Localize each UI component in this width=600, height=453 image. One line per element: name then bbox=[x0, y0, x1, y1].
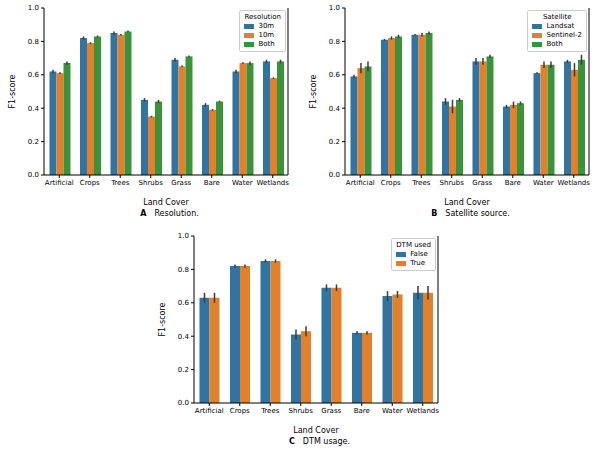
html-text:False: False bbox=[410, 250, 428, 258]
svg-text:Grass: Grass bbox=[321, 407, 341, 415]
svg-text:Water: Water bbox=[533, 179, 554, 187]
svg-text:Grass: Grass bbox=[171, 179, 191, 187]
html-text:10m: 10m bbox=[258, 31, 275, 39]
svg-text:Trees: Trees bbox=[260, 407, 280, 415]
svg-text:0.6: 0.6 bbox=[329, 71, 341, 79]
svg-text:F1-score: F1-score bbox=[309, 74, 318, 108]
svg-text:Wetlands: Wetlands bbox=[257, 179, 290, 187]
svg-text:0.2: 0.2 bbox=[28, 138, 39, 146]
svg-text:Trees: Trees bbox=[110, 179, 130, 187]
html-text:Satellite: Satellite bbox=[542, 13, 572, 21]
svg-text:Bare: Bare bbox=[354, 407, 370, 415]
svg-text:1.0: 1.0 bbox=[28, 4, 39, 12]
html-text:Resolution.: Resolution. bbox=[154, 209, 199, 218]
svg-text:Grass: Grass bbox=[472, 179, 492, 187]
svg-text:Artificial: Artificial bbox=[346, 179, 375, 187]
svg-text:Shrubs: Shrubs bbox=[440, 179, 465, 187]
svg-text:Wetlands: Wetlands bbox=[407, 407, 440, 415]
svg-text:0.6: 0.6 bbox=[28, 71, 40, 79]
svg-text:Water: Water bbox=[382, 407, 403, 415]
svg-text:Shrubs: Shrubs bbox=[139, 179, 164, 187]
svg-text:Crops: Crops bbox=[80, 179, 100, 187]
svg-text:Artificial: Artificial bbox=[195, 407, 224, 415]
svg-text:0.2: 0.2 bbox=[329, 138, 340, 146]
html-text:Resolution: Resolution bbox=[244, 13, 281, 21]
svg-text:Water: Water bbox=[232, 179, 253, 187]
svg-text:0.4: 0.4 bbox=[178, 333, 190, 341]
html-text:B: B bbox=[431, 209, 438, 218]
svg-text:0.8: 0.8 bbox=[329, 38, 340, 46]
svg-text:0.0: 0.0 bbox=[28, 171, 39, 179]
html-text:True: True bbox=[410, 259, 426, 267]
svg-text:Land Cover: Land Cover bbox=[143, 198, 189, 207]
svg-text:0.2: 0.2 bbox=[178, 366, 189, 374]
html-text:30m: 30m bbox=[258, 22, 275, 30]
svg-text:Land Cover: Land Cover bbox=[293, 426, 339, 435]
svg-text:F1-score: F1-score bbox=[158, 302, 167, 336]
svg-text:Shrubs: Shrubs bbox=[289, 407, 314, 415]
svg-text:0.0: 0.0 bbox=[178, 399, 189, 407]
svg-text:Bare: Bare bbox=[204, 179, 220, 187]
svg-text:0.6: 0.6 bbox=[178, 299, 190, 307]
svg-text:0.8: 0.8 bbox=[178, 266, 189, 274]
svg-text:0.4: 0.4 bbox=[28, 105, 40, 113]
svg-text:Crops: Crops bbox=[381, 179, 401, 187]
html-text:Landsat: Landsat bbox=[546, 22, 575, 30]
html-text:Sentinel-2: Sentinel-2 bbox=[546, 31, 582, 39]
html-text:DTM used: DTM used bbox=[396, 241, 431, 249]
svg-text:Artificial: Artificial bbox=[45, 179, 74, 187]
svg-text:Trees: Trees bbox=[411, 179, 431, 187]
svg-text:Crops: Crops bbox=[230, 407, 250, 415]
svg-text:0.4: 0.4 bbox=[329, 105, 341, 113]
html-text:Satellite source.: Satellite source. bbox=[445, 209, 510, 218]
svg-text:Wetlands: Wetlands bbox=[558, 179, 591, 187]
html-text:Both: Both bbox=[258, 40, 275, 48]
svg-text:Land Cover: Land Cover bbox=[444, 198, 490, 207]
html-text:C: C bbox=[289, 437, 295, 446]
svg-text:0.8: 0.8 bbox=[28, 38, 39, 46]
svg-text:1.0: 1.0 bbox=[329, 4, 340, 12]
html-text:A: A bbox=[140, 209, 147, 218]
html-text:DTM usage.: DTM usage. bbox=[302, 437, 350, 446]
svg-text:1.0: 1.0 bbox=[178, 232, 189, 240]
html-text:Both: Both bbox=[546, 40, 563, 48]
svg-text:F1-score: F1-score bbox=[8, 74, 17, 108]
svg-text:Bare: Bare bbox=[505, 179, 521, 187]
svg-text:0.0: 0.0 bbox=[329, 171, 340, 179]
